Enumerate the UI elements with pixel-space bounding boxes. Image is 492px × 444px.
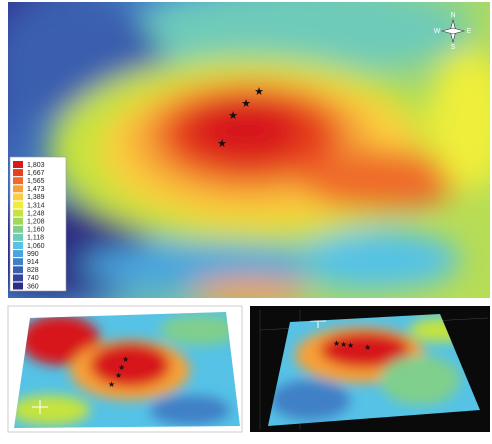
legend-label: 1,208 [27, 219, 45, 226]
compass-s: S [451, 44, 456, 51]
legend-label: 1,118 [27, 235, 44, 242]
legend-label: 740 [27, 275, 39, 282]
legend-label: 1,060 [27, 243, 45, 250]
legend-swatch [13, 193, 23, 201]
svg-text:★: ★ [228, 110, 238, 122]
svg-text:★: ★ [347, 341, 354, 350]
compass: N E S W [434, 12, 472, 51]
legend-swatch [13, 274, 23, 282]
legend-swatch [13, 217, 23, 225]
legend-swatch [13, 177, 23, 185]
legend-label: 914 [27, 259, 39, 266]
legend-label: 1,565 [27, 178, 45, 185]
legend-swatch [13, 242, 23, 249]
terrain-left: ★★★★ [14, 312, 240, 428]
svg-text:★: ★ [108, 380, 115, 389]
svg-text:★: ★ [122, 355, 129, 364]
legend-label: 990 [27, 251, 39, 258]
legend-label: 1,667 [27, 170, 45, 177]
svg-text:★: ★ [115, 371, 122, 380]
legend-label: 828 [27, 267, 39, 274]
legend-label: 360 [27, 283, 39, 290]
markers: ★ ★ ★ ★ [217, 86, 264, 150]
svg-text:★: ★ [241, 98, 251, 110]
legend-swatch [13, 282, 23, 290]
legend-label: 1,248 [27, 210, 45, 217]
legend-swatch [13, 250, 23, 258]
legend-swatch [13, 161, 23, 168]
legend-swatch [13, 169, 23, 177]
legend-swatch [13, 225, 23, 233]
legend-swatch [13, 233, 23, 241]
elevation-map: ★ ★ ★ ★ [8, 2, 490, 298]
terrain-right: ★ ★ ★ ★ [268, 314, 480, 426]
svg-text:★: ★ [118, 363, 125, 372]
legend-swatch [13, 266, 23, 274]
legend-swatch [13, 209, 23, 217]
legend-swatch [13, 258, 23, 266]
svg-text:★: ★ [364, 343, 371, 352]
compass-e: E [467, 28, 472, 35]
svg-text:★: ★ [340, 340, 347, 349]
legend-label: 1,389 [27, 194, 45, 201]
legend-swatch [13, 201, 23, 209]
svg-text:★: ★ [217, 138, 227, 150]
legend-label: 1,160 [27, 227, 45, 234]
compass-w: W [434, 28, 441, 35]
legend-label: 1,803 [27, 162, 45, 169]
legend-swatch [13, 185, 23, 193]
compass-n: N [450, 12, 455, 19]
svg-text:★: ★ [333, 339, 340, 348]
legend-label: 1,473 [27, 186, 45, 193]
legend-label: 1,314 [27, 202, 45, 209]
svg-text:★: ★ [254, 86, 264, 98]
